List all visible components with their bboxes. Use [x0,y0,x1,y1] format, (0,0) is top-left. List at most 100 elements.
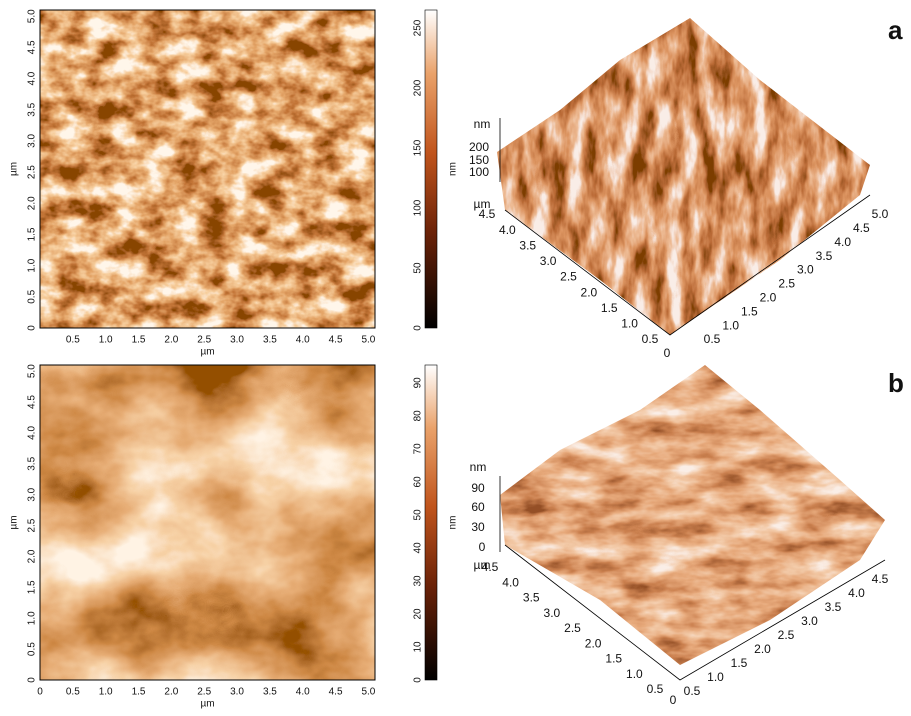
y-tick-label: 2.5 [27,165,38,179]
y-tick-label: 2.0 [27,196,38,210]
colorbar-tick-label: 30 [413,575,424,587]
y-tick-label: 1.0 [27,258,38,272]
x-tick-label: 1.0 [99,687,113,698]
x-tick-label: 2.5 [197,687,211,698]
axis-tick-label: 1.0 [707,670,724,684]
axis-tick-label: 5.0 [872,207,889,221]
x-tick-label: 4.5 [329,687,343,698]
axis-tick-label: 2.0 [581,285,598,299]
surface-3d [490,10,890,340]
panel-label: b [888,368,904,398]
colorbar-tick-label: 50 [413,509,424,521]
x-tick-label: 5.0 [361,335,375,346]
axis-tick-label: 4.5 [479,207,496,221]
y-axis-label: µm [9,515,20,529]
y-tick-label: 1.0 [27,611,38,625]
y-axis-label: µm [9,162,20,176]
x-tick-label: 0.5 [66,687,80,698]
y-tick-label: 0.5 [27,642,38,656]
afm-image [40,10,375,328]
axis-tick-label: 3.0 [801,614,818,628]
axis-tick-label: 3.5 [825,600,842,614]
colorbar-tick-label: 50 [413,262,424,274]
y-tick-label: 4.5 [27,395,38,409]
axis-tick-label: 3.0 [544,606,561,620]
colorbar-tick-label: 250 [413,19,424,36]
y-tick-label: 1.5 [27,580,38,594]
x-tick-label: 2.0 [164,687,178,698]
axis-tick-label: 1.0 [626,667,643,681]
axis-tick-label: 4.0 [499,223,516,237]
axis-tick-label: 1.5 [741,304,758,318]
axis-tick-label: 1.0 [722,318,739,332]
colorbar-tick-label: 200 [413,79,424,96]
z-tick-label: 60 [471,500,485,514]
colorbar [425,365,437,680]
colorbar-tick-label: 150 [413,139,424,156]
y-tick-label: 3.0 [27,487,38,501]
y-tick-label: 0 [27,325,38,331]
axis-tick-label: 3.5 [816,249,833,263]
x-tick-label: 5.0 [361,687,375,698]
afm-image [40,365,375,680]
axis-origin-label: 0 [670,693,677,707]
x-tick-label: 0.5 [66,335,80,346]
axis-tick-label: 1.5 [601,301,618,315]
colorbar [425,10,437,328]
y-tick-label: 2.0 [27,549,38,563]
x-tick-label: 1.5 [132,335,146,346]
axis-tick-label: 2.5 [778,277,795,291]
axis-tick-label: 1.5 [605,652,622,666]
axis-tick-label: 1.0 [621,317,638,331]
z-axis-label: nm [474,117,491,131]
colorbar-label: nm [448,162,459,176]
surface-3d [495,360,890,670]
figure: a b 0.51.01.52.02.53.03.54.04.55.0µm00.5… [0,0,911,711]
z-tick-label: 200 [469,140,489,154]
axis-tick-label: 2.0 [760,291,777,305]
axis-tick-label: 2.5 [778,628,795,642]
z-tick-label: 0 [479,540,486,554]
axis-tick-label: 2.0 [585,636,602,650]
y-tick-label: 1.5 [27,227,38,241]
z-tick-label: 100 [469,165,489,179]
axis-tick-label: 0.5 [704,332,721,346]
x-tick-label: 2.0 [164,335,178,346]
axis-tick-label: 0.5 [684,684,701,698]
z-tick-label: 30 [471,520,485,534]
y-tick-label: 0 [27,677,38,683]
x-tick-label: 4.5 [329,335,343,346]
y-tick-label: 3.0 [27,134,38,148]
x-axis-label: µm [200,699,214,710]
x-tick-label: 1.0 [99,335,113,346]
colorbar-tick-label: 80 [413,410,424,422]
axis-tick-label: 2.0 [754,642,771,656]
x-tick-label: 4.0 [296,335,310,346]
axis-tick-label: 4.5 [482,560,499,574]
x-tick-label: 3.5 [263,335,277,346]
x-tick-label: 4.0 [296,687,310,698]
colorbar-tick-label: 100 [413,199,424,216]
axis-tick-label: 3.5 [519,238,536,252]
axis-tick-label: 3.5 [523,591,540,605]
colorbar-tick-label: 60 [413,476,424,488]
colorbar-tick-label: 70 [413,443,424,455]
y-tick-label: 2.5 [27,518,38,532]
y-tick-label: 3.5 [27,102,38,116]
axis-tick-label: 2.5 [564,621,581,635]
y-tick-label: 4.5 [27,40,38,54]
x-tick-label: 3.0 [230,335,244,346]
colorbar-tick-label: 40 [413,542,424,554]
axis-tick-label: 4.0 [502,575,519,589]
x-tick-label: 1.5 [132,687,146,698]
x-tick-label: 3.5 [263,687,277,698]
colorbar-tick-label: 0 [413,677,424,683]
colorbar-tick-label: 20 [413,608,424,620]
y-tick-label: 4.0 [27,71,38,85]
axis-tick-label: 1.5 [731,656,748,670]
z-tick-label: 90 [471,481,485,495]
axis-tick-label: 3.0 [540,254,557,268]
y-tick-label: 5.0 [27,364,38,378]
x-tick-label: 3.0 [230,687,244,698]
colorbar-label: nm [448,516,459,530]
